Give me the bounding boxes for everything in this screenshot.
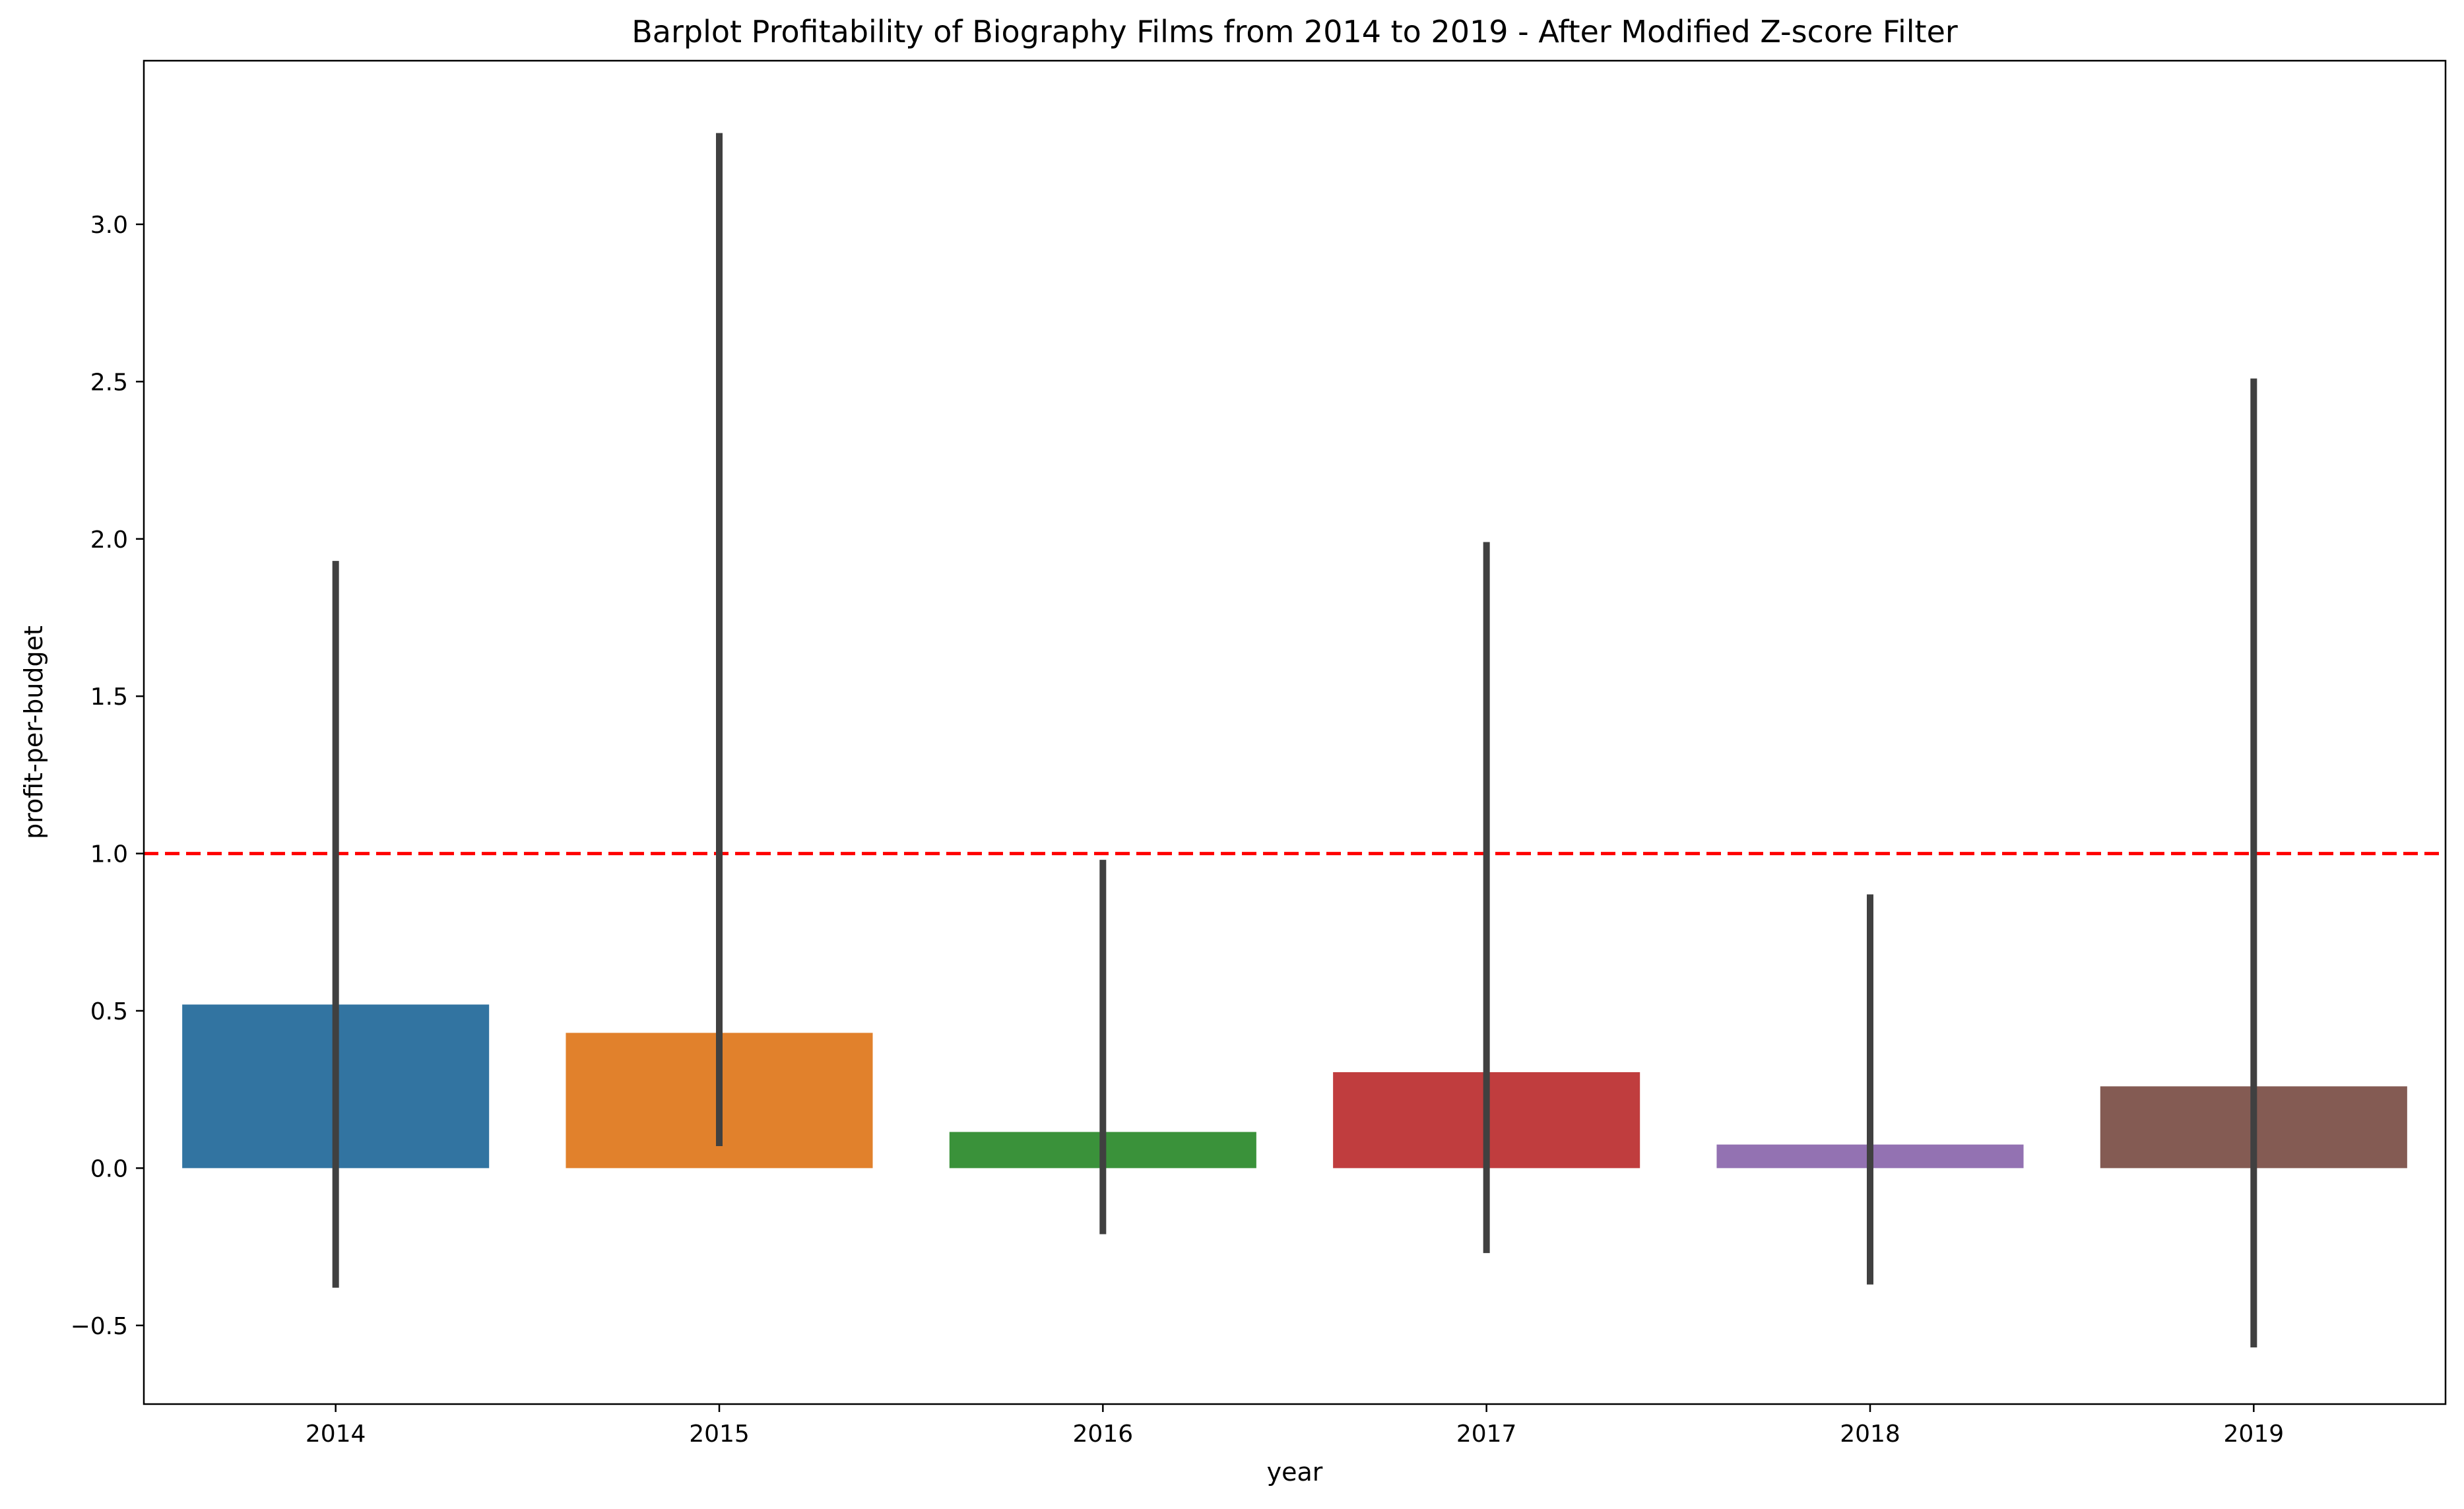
- y-tick-label: 2.0: [90, 527, 128, 554]
- x-tick-label: 2016: [1073, 1421, 1134, 1448]
- x-tick-label: 2014: [306, 1421, 366, 1448]
- x-tick-label: 2018: [1840, 1421, 1900, 1448]
- x-axis-label: year: [1267, 1458, 1323, 1487]
- x-tick-label: 2019: [2224, 1421, 2285, 1448]
- x-tick-label: 2015: [689, 1421, 750, 1448]
- plot-frame: [143, 59, 2447, 1405]
- y-tick-label: 0.5: [90, 998, 128, 1025]
- y-tick-label: 3.0: [90, 212, 128, 239]
- axes: −0.5 0.0 0.5 1.0 1.5 2.0 2.5 3.0 2014 2015 2016 201…: [71, 212, 2285, 1448]
- y-tick-label: 1.0: [90, 841, 128, 868]
- chart-title: Barplot Profitability of Biography Films…: [632, 14, 1958, 49]
- plot-area: [144, 133, 2446, 1348]
- y-tick-label: 1.5: [90, 684, 128, 711]
- y-tick-label: 2.5: [90, 369, 128, 396]
- y-axis-label: profit-per-budget: [19, 626, 48, 839]
- x-tick-label: 2017: [1456, 1421, 1517, 1448]
- y-tick-label: 0.0: [90, 1155, 128, 1182]
- y-tick-label: −0.5: [71, 1313, 128, 1340]
